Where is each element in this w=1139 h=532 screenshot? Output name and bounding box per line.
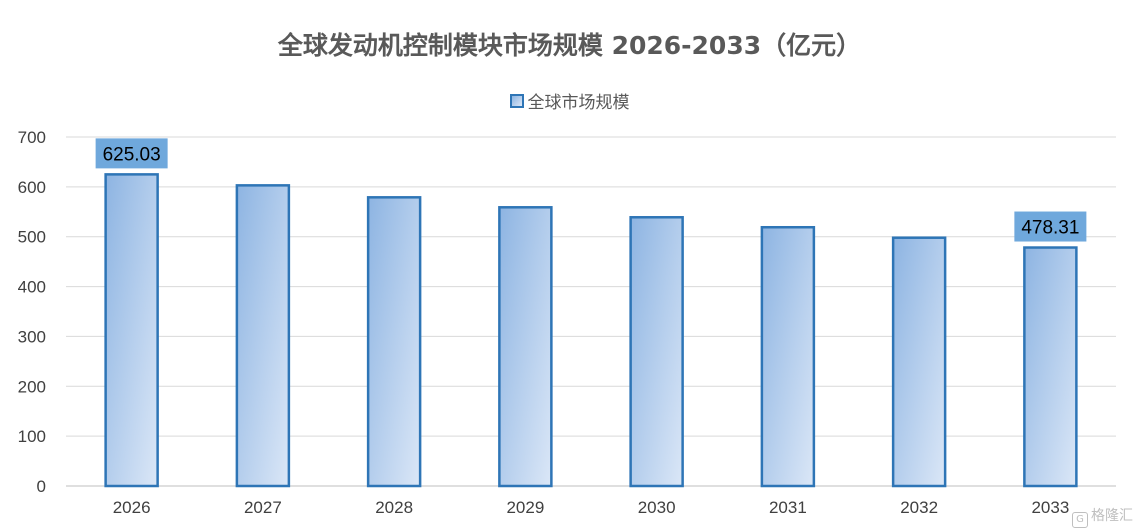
legend-label: 全球市场规模: [527, 93, 630, 113]
watermark: G 格隆汇: [1072, 505, 1133, 528]
data-label-box: [95, 138, 168, 169]
y-tick-label: 200: [18, 377, 46, 396]
data-label-box: [1014, 211, 1087, 242]
chart-title: 全球发动机控制模块市场规模 2026-2033（亿元）: [277, 31, 862, 60]
legend-swatch: [509, 94, 524, 108]
bar-2030: [629, 216, 684, 488]
x-tick-label: 2032: [900, 498, 938, 517]
x-tick-label: 2030: [638, 498, 676, 517]
data-label: 478.31: [1021, 218, 1079, 239]
x-tick-label: 2033: [1031, 498, 1069, 517]
y-tick-label: 300: [18, 327, 46, 346]
y-tick-label: 0: [37, 477, 46, 496]
bar-2029: [498, 206, 553, 488]
x-tick-label: 2026: [113, 498, 151, 517]
x-tick-label: 2029: [506, 498, 544, 517]
bar-2031: [760, 225, 816, 488]
x-tick-label: 2027: [244, 498, 282, 517]
legend: 全球市场规模: [0, 88, 1139, 113]
y-tick-label: 600: [18, 178, 46, 197]
watermark-text: 格隆汇: [1091, 508, 1133, 524]
watermark-logo-icon: G: [1072, 512, 1088, 528]
data-label: 625.03: [103, 144, 161, 165]
x-tick-label: 2028: [375, 498, 413, 517]
y-tick-label: 500: [18, 228, 46, 247]
bar-2028: [366, 196, 422, 488]
bar-2032: [891, 236, 947, 488]
y-tick-label: 100: [18, 427, 46, 446]
y-tick-label: 400: [18, 278, 46, 297]
bar-2026: [104, 173, 159, 488]
bar-2033: [1023, 246, 1078, 488]
x-tick-label: 2031: [769, 498, 807, 517]
y-tick-label: 700: [18, 128, 46, 147]
bar-2027: [235, 184, 291, 488]
